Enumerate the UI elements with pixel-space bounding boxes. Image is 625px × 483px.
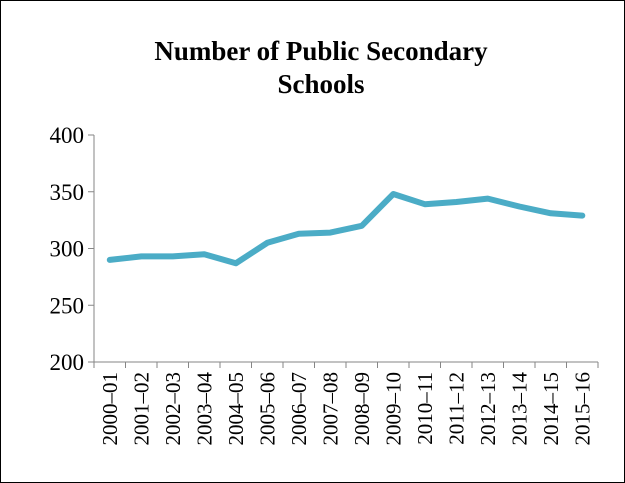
- x-tick-label: 2012–13: [476, 372, 500, 446]
- y-tick-label: 300: [50, 237, 85, 262]
- chart-title-line-2: Schools: [277, 69, 365, 99]
- data-point: [518, 206, 520, 208]
- x-tick-label: 2000–01: [98, 372, 122, 446]
- series-line: [106, 191, 586, 267]
- x-tick-label: 2006–07: [287, 372, 311, 446]
- x-tick-label: 2013–14: [507, 372, 531, 446]
- data-point: [424, 203, 426, 205]
- data-point: [329, 232, 331, 234]
- y-tick-label: 200: [50, 350, 85, 375]
- data-point: [172, 255, 174, 257]
- data-point: [550, 212, 552, 214]
- data-point: [109, 259, 111, 261]
- data-point: [266, 242, 268, 244]
- data-point: [487, 198, 489, 200]
- x-tick-label: 2007–08: [318, 372, 342, 446]
- x-tick-label: 2015–16: [570, 372, 594, 446]
- x-tick-label: 2010–11: [413, 372, 437, 445]
- x-tick-label: 2005–06: [255, 372, 279, 446]
- x-tick-label: 2008–09: [350, 372, 374, 446]
- x-tick-label: 2002–03: [161, 372, 185, 446]
- y-tick-label: 250: [50, 293, 85, 318]
- data-point: [203, 253, 205, 255]
- data-point: [581, 215, 583, 217]
- data-point: [361, 225, 363, 227]
- y-tick-label: 400: [50, 123, 85, 148]
- chart-title-line-1: Number of Public Secondary: [154, 36, 488, 66]
- data-point: [140, 255, 142, 257]
- data-point: [392, 193, 394, 195]
- x-tick-label: 2003–04: [192, 372, 216, 446]
- x-tick-label: 2014–15: [539, 372, 563, 446]
- x-tick-label: 2004–05: [224, 372, 248, 446]
- chart-title: Number of Public Secondary Schools: [61, 35, 581, 101]
- y-tick-label: 350: [50, 180, 85, 205]
- data-point: [298, 233, 300, 235]
- data-point: [235, 262, 237, 264]
- x-tick-label: 2001–02: [129, 372, 153, 446]
- x-tick-label: 2009–10: [381, 372, 405, 446]
- data-point: [455, 201, 457, 203]
- x-tick-label: 2011–12: [444, 372, 468, 445]
